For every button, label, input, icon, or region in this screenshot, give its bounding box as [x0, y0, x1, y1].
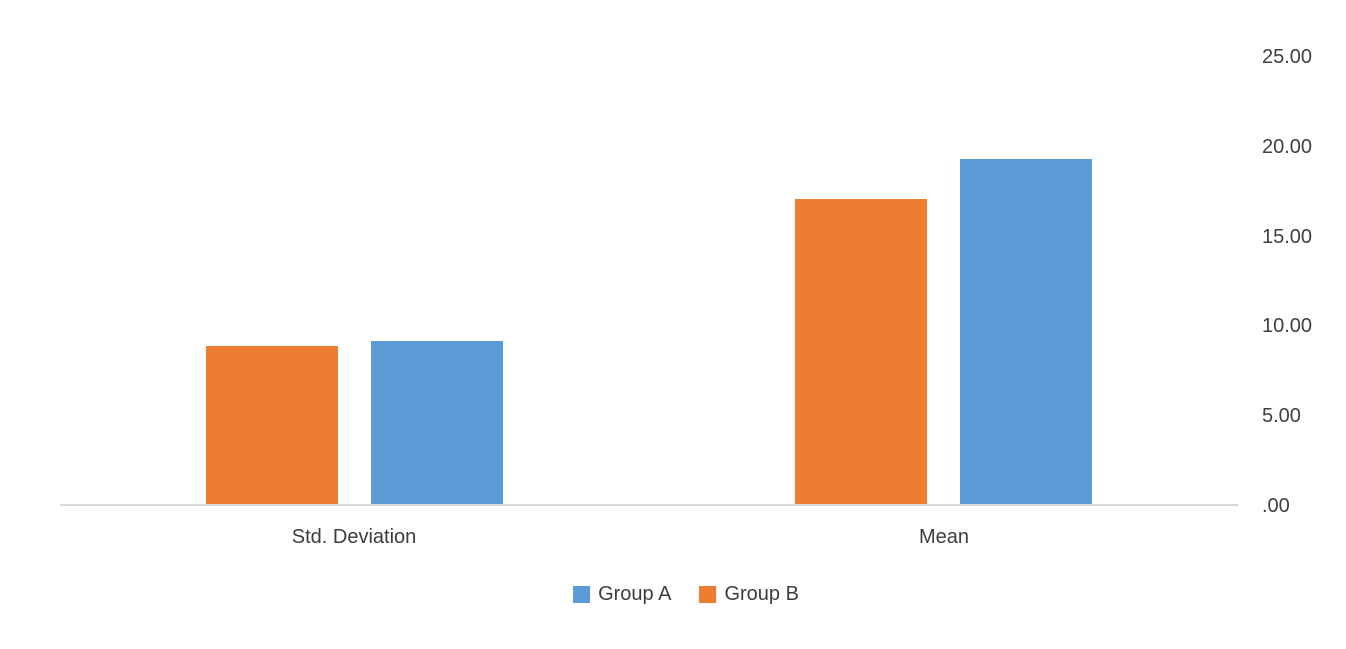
legend-label-group-a: Group A [598, 583, 672, 605]
y-tick-label-00: .00 [1262, 495, 1290, 517]
legend-label-group-b: Group B [724, 583, 799, 605]
bar-group-a-mean[interactable] [960, 159, 1092, 506]
y-tick-label-10-00: 10.00 [1262, 315, 1313, 338]
y-tick-label-20-00: 20.00 [1262, 135, 1313, 158]
bar-group-b-std-deviation[interactable] [206, 346, 338, 506]
legend-swatch-group-a-icon [573, 585, 591, 603]
y-tick-label-15-00: 15.00 [1262, 225, 1313, 248]
legend-swatch-group-b-icon [699, 585, 717, 603]
y-tick-label-25-00: 25.00 [1262, 46, 1313, 68]
y-tick-label-5-00: 5.00 [1262, 405, 1301, 428]
legend-item-group-b[interactable]: Group B [699, 583, 799, 605]
plot-area [60, 57, 1238, 506]
category-label-mean: Mean [918, 526, 970, 548]
category-label-std-deviation: Std. Deviation [291, 526, 417, 548]
legend-item-group-a[interactable]: Group A [573, 583, 671, 605]
bar-group-a-std-deviation[interactable] [371, 340, 503, 506]
x-axis-line [60, 504, 1238, 506]
bar-group-b-mean[interactable] [795, 198, 927, 506]
chart-legend: Group A Group B [573, 583, 799, 605]
